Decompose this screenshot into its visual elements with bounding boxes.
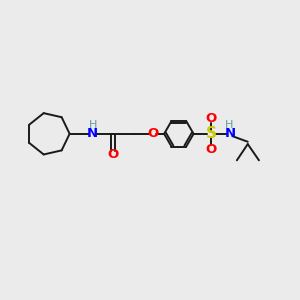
Text: O: O <box>108 148 119 161</box>
Text: O: O <box>205 142 217 156</box>
Text: H: H <box>88 120 97 130</box>
Text: N: N <box>87 127 98 140</box>
Text: S: S <box>206 126 217 141</box>
Text: O: O <box>147 127 159 140</box>
Text: H: H <box>224 120 233 130</box>
Text: O: O <box>205 112 217 125</box>
Text: N: N <box>224 127 236 140</box>
